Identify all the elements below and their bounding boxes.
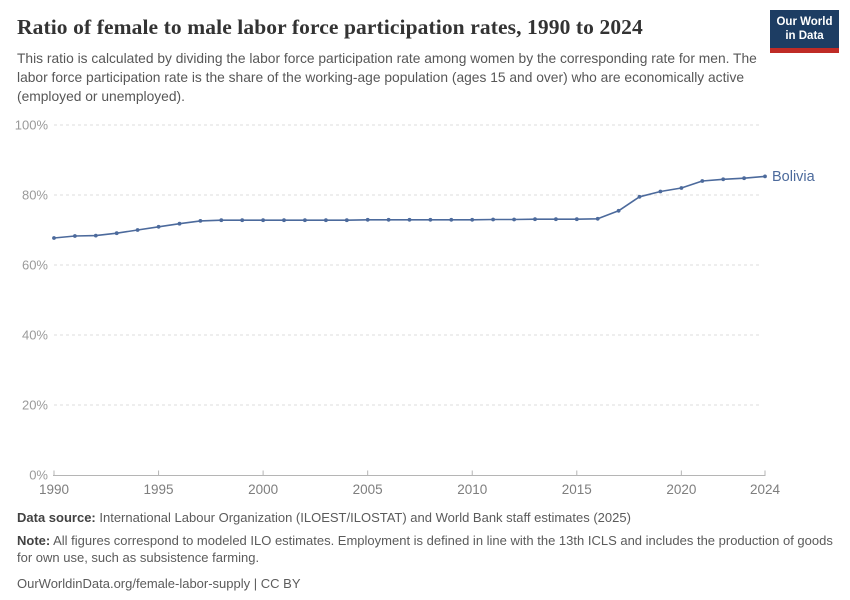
data-point[interactable]: [261, 218, 265, 223]
owid-logo[interactable]: Our World in Data: [770, 10, 839, 53]
data-point[interactable]: [616, 208, 621, 213]
data-point[interactable]: [303, 218, 307, 223]
note-label: Note:: [17, 532, 51, 548]
data-point[interactable]: [428, 217, 433, 222]
data-point[interactable]: [721, 177, 726, 182]
plot-area[interactable]: 0% 20% 40% 60% 80% 100% 1990 1995 2000 2005 2010 20…: [0, 108, 850, 508]
y-tick-label: 80%: [22, 188, 48, 203]
note-text: All figures correspond to modeled ILO es…: [17, 532, 833, 566]
x-tick-label: 2020: [666, 482, 696, 497]
data-point[interactable]: [365, 217, 370, 222]
data-point[interactable]: [219, 218, 224, 223]
data-point[interactable]: [407, 217, 412, 222]
data-point[interactable]: [135, 228, 140, 232]
owid-logo-line1: Our World: [776, 16, 833, 28]
note-line: Note: All figures correspond to modeled …: [17, 532, 833, 567]
data-point[interactable]: [512, 217, 516, 222]
data-point[interactable]: [533, 217, 537, 222]
data-point[interactable]: [240, 218, 245, 223]
chart-footer: Data source: International Labour Organi…: [17, 509, 833, 597]
x-tick-label: 2005: [353, 482, 383, 497]
data-point[interactable]: [763, 174, 767, 179]
data-point[interactable]: [449, 217, 454, 222]
data-point[interactable]: [491, 217, 495, 222]
series-end-label[interactable]: Bolivia: [772, 169, 816, 185]
y-tick-label: 60%: [22, 258, 48, 273]
data-point[interactable]: [574, 217, 579, 222]
y-tick-label: 40%: [22, 328, 48, 343]
x-tick-label: 1995: [144, 482, 174, 497]
data-source-line: Data source: International Labour Organi…: [17, 509, 833, 527]
data-source-text: International Labour Organization (ILOES…: [95, 510, 631, 525]
data-point[interactable]: [637, 194, 642, 199]
series-line[interactable]: [53, 175, 766, 239]
attribution-line: OurWorldinData.org/female-labor-supply |…: [17, 575, 833, 593]
x-tick-label: 2000: [248, 482, 278, 497]
canonical-url[interactable]: OurWorldinData.org/female-labor-supply: [17, 575, 251, 591]
data-point[interactable]: [93, 233, 98, 238]
x-tick-label: 1990: [39, 482, 69, 497]
data-point[interactable]: [700, 179, 705, 183]
data-point[interactable]: [177, 221, 182, 226]
data-point[interactable]: [324, 218, 328, 223]
data-point[interactable]: [595, 216, 600, 221]
page-title: Ratio of female to male labor force part…: [17, 15, 643, 39]
data-point[interactable]: [742, 176, 746, 181]
y-tick-label: 20%: [22, 398, 48, 413]
chart-subtitle: This ratio is calculated by dividing the…: [17, 51, 757, 104]
data-point[interactable]: [282, 218, 286, 223]
separator: |: [253, 575, 258, 591]
data-point[interactable]: [198, 219, 203, 223]
data-point[interactable]: [73, 234, 77, 238]
data-point[interactable]: [344, 218, 349, 223]
x-tick-label: 2015: [562, 482, 592, 497]
x-tick-label: 2024: [750, 482, 781, 497]
y-tick-label: 0%: [29, 468, 48, 483]
data-source-label: Data source:: [17, 510, 96, 525]
line-chart[interactable]: 0% 20% 40% 60% 80% 100% 1990 1995 2000 2005 2010 20…: [0, 108, 850, 508]
license-label[interactable]: CC BY: [260, 575, 301, 591]
data-point[interactable]: [679, 186, 684, 190]
data-point[interactable]: [386, 217, 391, 222]
data-point[interactable]: [156, 224, 161, 229]
data-point[interactable]: [470, 217, 475, 222]
y-tick-label: 100%: [15, 118, 49, 133]
data-point[interactable]: [554, 217, 558, 222]
data-point[interactable]: [114, 231, 119, 236]
data-point[interactable]: [658, 189, 663, 194]
owid-logo-line2: in Data: [785, 29, 824, 42]
data-point[interactable]: [52, 236, 56, 240]
x-tick-label: 2010: [457, 482, 487, 497]
